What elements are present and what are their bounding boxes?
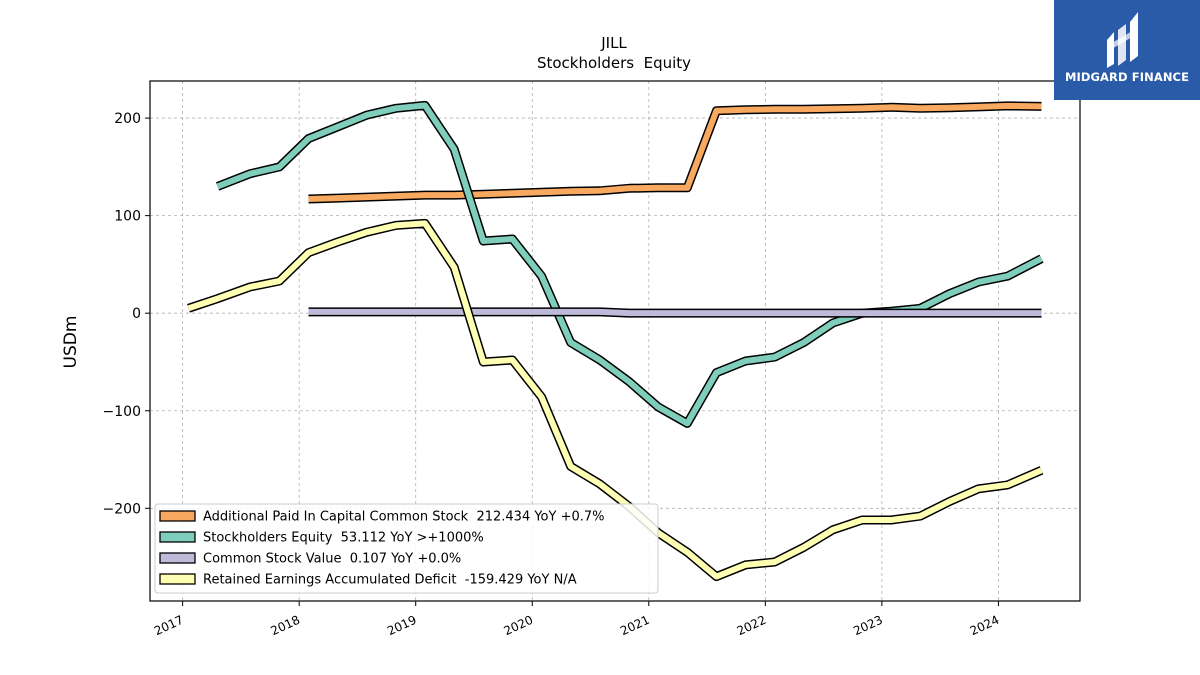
chart-subtitle: Stockholders Equity	[537, 54, 691, 72]
legend-label: Additional Paid In Capital Common Stock …	[203, 510, 605, 525]
series-line-outline	[215, 100, 1044, 428]
y-tick-label: 200	[114, 111, 141, 127]
x-tick-label: 2021	[618, 613, 652, 639]
legend-label: Common Stock Value 0.107 YoY +0.0%	[203, 552, 461, 567]
x-tick-label: 2018	[269, 613, 303, 639]
y-tick-label: −100	[103, 404, 141, 420]
x-tick-label: 2020	[502, 613, 536, 639]
legend-swatch	[159, 573, 196, 585]
series-line-1	[216, 102, 1043, 427]
legend-swatch	[159, 552, 196, 564]
legend-swatch	[159, 531, 196, 543]
logo-mark-icon	[1054, 0, 1200, 100]
legend-swatch	[159, 510, 196, 522]
series-line-3	[187, 220, 1043, 580]
legend-box	[154, 503, 659, 594]
y-tick-label: 0	[132, 306, 141, 322]
x-tick-label: 2023	[851, 613, 885, 639]
chart-title: JILL	[600, 34, 627, 52]
legend: Additional Paid In Capital Common Stock …	[154, 503, 659, 594]
x-tick-label: 2019	[385, 613, 419, 639]
midgard-finance-logo: MIDGARD FINANCE	[1054, 0, 1200, 100]
series-line-2	[308, 308, 1042, 317]
legend-label: Stockholders Equity 53.112 YoY >+1000%	[203, 531, 484, 546]
logo-text: MIDGARD FINANCE	[1064, 70, 1190, 84]
y-axis-label: USDm	[61, 316, 81, 369]
x-axis-ticks: 2017 2018 2019 2020 2021 2022 2023 2024	[152, 601, 1001, 638]
y-tick-label: 100	[114, 209, 141, 225]
x-tick-label: 2017	[152, 613, 186, 639]
x-tick-label: 2022	[735, 613, 769, 639]
series-line-0	[308, 102, 1042, 202]
legend-label: Retained Earnings Accumulated Deficit -1…	[203, 573, 577, 588]
plot-frame	[149, 80, 1081, 602]
y-axis-ticks: −200 −100 0 100 200	[103, 111, 150, 517]
y-tick-label: −200	[103, 501, 141, 517]
x-tick-label: 2024	[968, 613, 1002, 639]
series-lines	[187, 100, 1044, 582]
